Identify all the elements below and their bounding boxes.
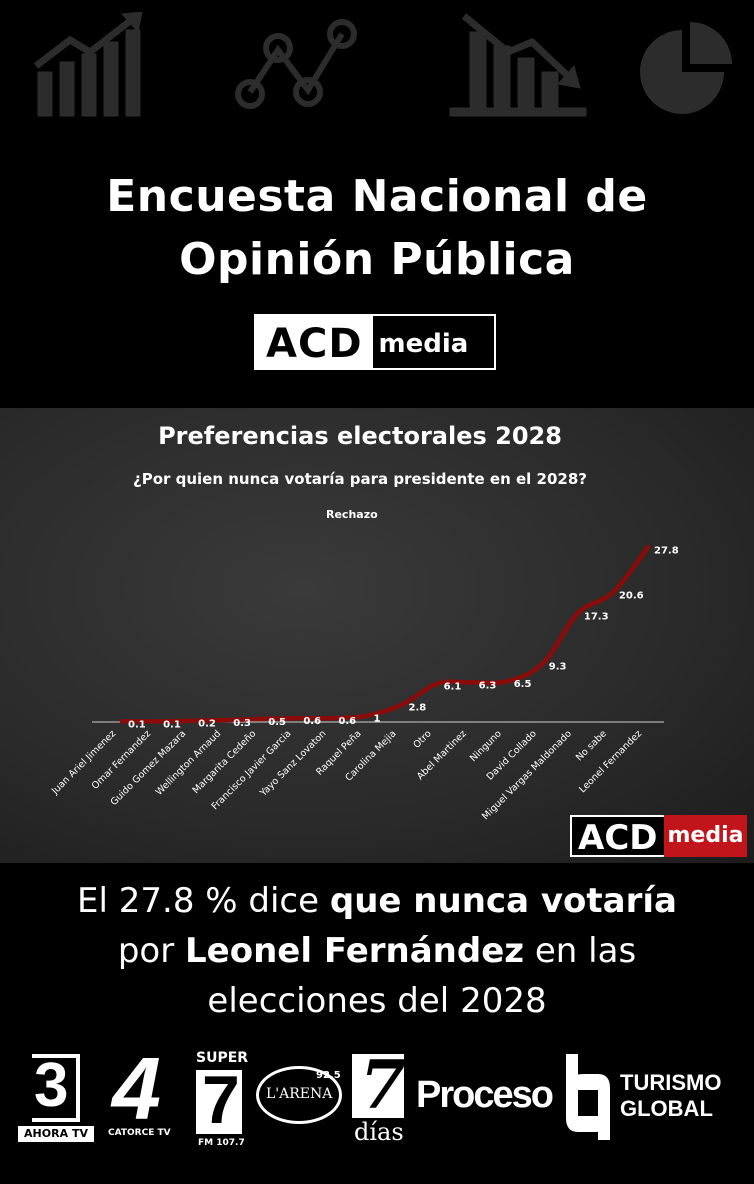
logo-super-7: SUPER 7 FM 107.7 [196, 1050, 249, 1150]
watermark-logo: ACD media [570, 815, 748, 858]
x-tick-label: Juan Ariel Jimenez [49, 728, 118, 797]
brand-logo-part2: media [372, 316, 475, 368]
logo-proceso-text: Proceso [416, 1074, 554, 1116]
logo-4-sub: CATORCE TV [108, 1128, 171, 1138]
chart-subtitle: ¿Por quien nunca votaría para presidente… [133, 470, 587, 488]
logo-3-sub: AHORA [24, 1127, 69, 1140]
data-label: 0.6 [303, 716, 321, 727]
data-label: 20.6 [619, 591, 644, 602]
logo-larena-freq: 92.5 [316, 1070, 341, 1081]
data-label: 0.6 [338, 716, 356, 727]
bar-chart-down-icon [449, 13, 587, 117]
headline-mid: por [117, 931, 186, 971]
logo-catorce-tv: 4 CATORCE TV [104, 1044, 180, 1142]
watermark-part1: ACD [570, 815, 664, 858]
x-tick-label: Leonel Fernandez [577, 728, 644, 795]
watermark-part2: media [663, 815, 748, 857]
headline-pre: El 27.8 % dice [77, 881, 330, 921]
logo-proceso: Proceso [416, 1074, 554, 1117]
logo-turismo-line1: TURISMO [620, 1070, 722, 1095]
x-tick-label: Omar Fernandez [90, 728, 153, 791]
line-chart-icon [235, 19, 357, 109]
data-label: 1 [373, 714, 380, 725]
logo-7-dias: 7 días [350, 1050, 408, 1152]
media-logos: 3 AHORA TV 4 CATORCE TV SUPER 7 FM 107.7… [0, 1040, 754, 1170]
logo-3-number: 3 [34, 1051, 69, 1120]
x-tick-label: Ninguno [468, 728, 504, 764]
data-label: 0.2 [198, 719, 216, 730]
headline-line1: El 27.8 % dice que nunca votaría [0, 876, 754, 926]
x-tick-label: Margarita Cedeño [191, 728, 259, 796]
main-title-line2: Opinión Pública [179, 234, 575, 285]
logo-super-top: SUPER [196, 1050, 249, 1066]
brand-logo-part1: ACD [256, 316, 373, 368]
headline-line3: elecciones del 2028 [207, 981, 547, 1021]
pie-chart-icon [640, 22, 732, 114]
data-label: 27.8 [654, 545, 679, 556]
headline: El 27.8 % dice que nunca votaría por Leo… [0, 876, 754, 1026]
logo-7-dias-sub: días [354, 1118, 404, 1146]
x-tick-label: Otro [411, 728, 434, 751]
header-section: Encuesta Nacional de Opinión Pública ACD… [0, 0, 754, 408]
headline-bold1: que nunca votaría [329, 881, 677, 921]
chart-panel: Preferencias electorales 2028 ¿Por quien… [0, 408, 754, 863]
headline-post: en las [524, 931, 637, 971]
data-label: 9.3 [549, 662, 567, 673]
turismo-global-icon [566, 1054, 610, 1140]
logo-turismo-global: TURISMO GLOBAL [564, 1054, 744, 1144]
logo-larena-name: L'ARENA [266, 1086, 333, 1102]
data-label: 6.5 [514, 679, 532, 690]
chart-title: Preferencias electorales 2028 [158, 422, 562, 450]
logo-3-sub2: TV [71, 1127, 88, 1140]
data-label: 0.3 [233, 718, 251, 729]
main-title-line1: Encuesta Nacional de [106, 171, 648, 222]
logo-3-ahora-tv: 3 AHORA TV [18, 1051, 94, 1142]
logo-turismo-line2: GLOBAL [620, 1096, 713, 1121]
x-tick-label: Wellington Arnaud [154, 728, 224, 798]
x-tick-label: Yayo Sanz Lovaton [257, 728, 328, 799]
series-line-rechazo [119, 545, 651, 724]
data-label: 17.3 [584, 611, 609, 622]
data-label: 6.1 [444, 682, 462, 693]
x-tick-label: No sabe [574, 728, 609, 763]
data-label: 0.1 [128, 719, 146, 730]
chart-series-name: Rechazo [326, 508, 378, 521]
data-label: 0.1 [163, 719, 181, 730]
logo-7-dias-number: 7 [360, 1046, 406, 1124]
headline-bold2: Leonel Fernández [185, 931, 525, 971]
brand-logo: ACD media [254, 314, 496, 370]
logo-super-number: 7 [202, 1062, 240, 1138]
logo-larena: L'ARENA 92.5 [256, 1066, 342, 1124]
main-title: Encuesta Nacional de Opinión Pública [0, 165, 754, 291]
data-label: 6.3 [479, 680, 497, 691]
headline-line2: por Leonel Fernández en las [0, 926, 754, 976]
logo-4-number: 4 [112, 1039, 161, 1138]
data-label: 0.5 [268, 717, 286, 728]
chart-svg: 0.1 0.1 0.2 0.3 0.5 0.6 0.6 1 2.8 6.1 6.3 6.5 9.3 17.… [49, 545, 679, 822]
bar-chart-up-icon [33, 12, 143, 117]
icons-row [0, 12, 754, 122]
data-label: 2.8 [409, 702, 427, 713]
logo-super-sub: FM 107.7 [198, 1138, 245, 1148]
